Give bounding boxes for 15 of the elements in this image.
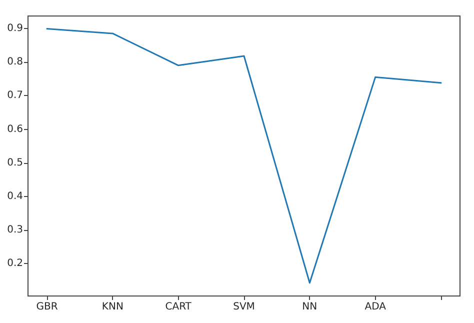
line-series: [46, 28, 442, 284]
y-tick-label: 0.6: [7, 124, 23, 135]
x-tick-label: NN: [302, 302, 318, 312]
y-tick-label: 0.5: [7, 157, 23, 168]
y-tick-label: 0.8: [7, 56, 23, 68]
x-tick-label: ADA: [364, 302, 386, 312]
y-tick-label: 0.3: [7, 224, 23, 236]
x-tick-label: KNN: [102, 302, 124, 312]
x-tick-label: CART: [165, 302, 192, 312]
x-tick-label: SVM: [233, 302, 255, 312]
y-tick-label: 0.2: [7, 258, 23, 270]
x-tick-label: GBR: [36, 302, 58, 312]
y-tick-label: 0.4: [7, 191, 23, 202]
y-tick-label: 0.9: [7, 22, 23, 34]
y-tick-label: 0.7: [7, 90, 23, 102]
